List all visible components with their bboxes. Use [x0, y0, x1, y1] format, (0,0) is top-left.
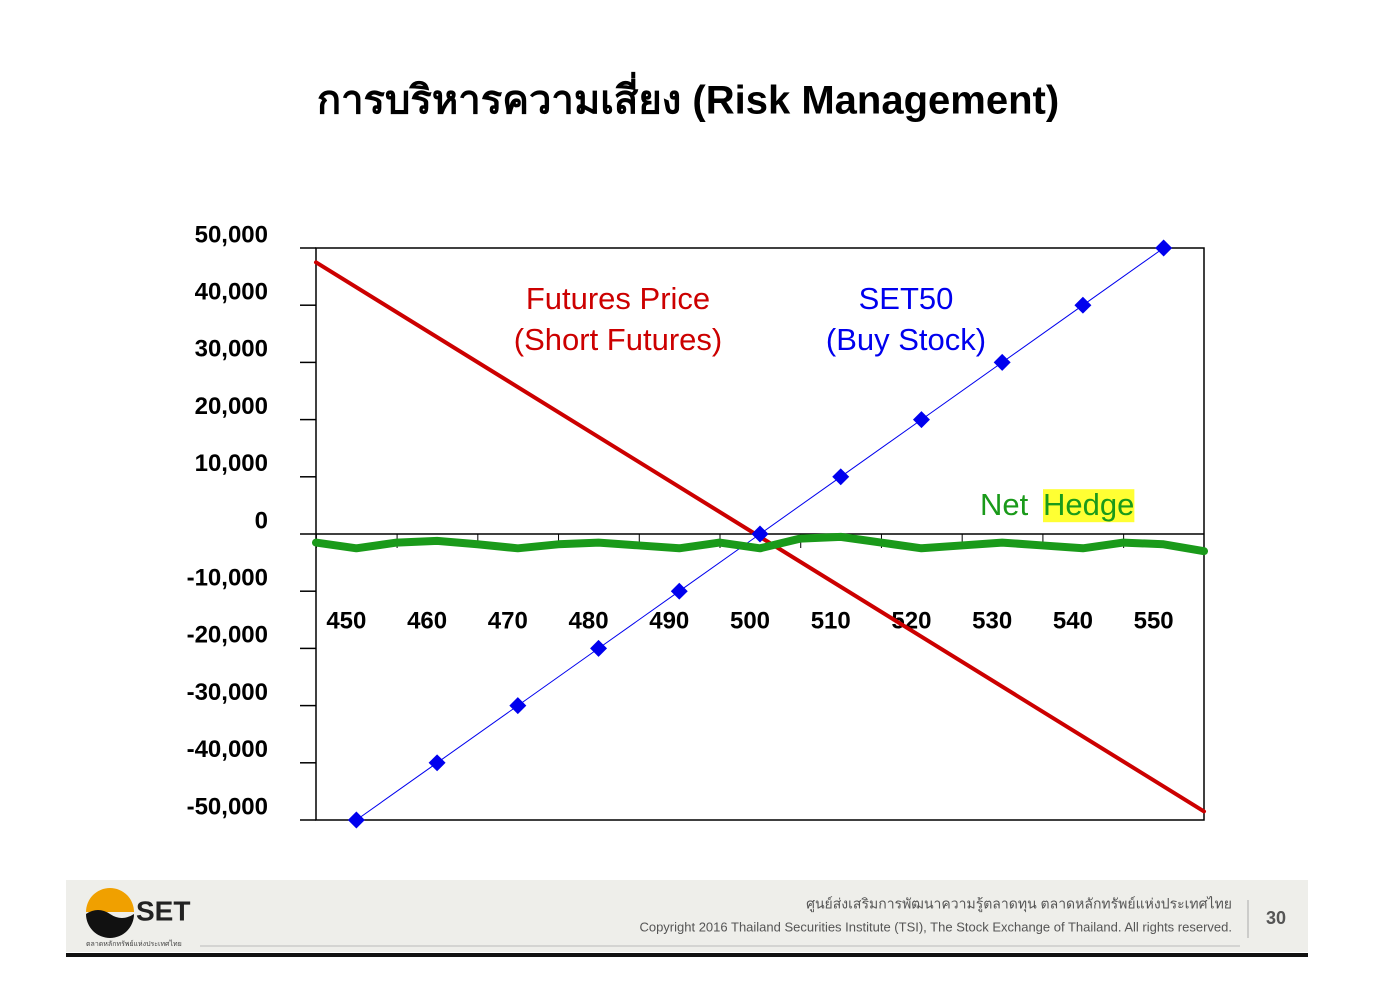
y-tick-label: 50,000: [195, 221, 268, 248]
series-marker: [670, 582, 688, 600]
y-tick-label: -50,000: [187, 793, 268, 820]
y-tick-label: 30,000: [195, 336, 268, 363]
footer-copyright: Copyright 2016 Thailand Securities Insti…: [639, 919, 1232, 934]
x-tick-label: 470: [488, 607, 528, 634]
y-tick-label: 10,000: [195, 450, 268, 477]
x-tick-label: 500: [730, 607, 770, 634]
page-number: 30: [1266, 908, 1286, 928]
x-tick-label: 450: [326, 607, 366, 634]
annotation-text: Hedge: [1043, 487, 1134, 522]
series-marker: [347, 811, 365, 829]
series-marker: [1074, 296, 1092, 314]
y-tick-label: -40,000: [187, 736, 268, 763]
logo-top: [86, 888, 134, 912]
x-tick-label: 550: [1134, 607, 1174, 634]
series-marker: [912, 411, 930, 429]
annotation: Net: [980, 487, 1029, 522]
x-tick-label: 460: [407, 607, 447, 634]
annotation: Futures Price: [526, 281, 710, 316]
series-marker: [751, 525, 769, 543]
series-marker: [509, 697, 527, 715]
series-marker: [1155, 239, 1173, 257]
annotation-text: (Short Futures): [514, 322, 722, 357]
y-tick-label: -20,000: [187, 622, 268, 649]
series-line: [312, 532, 1208, 556]
annotation-text: Net: [980, 487, 1029, 522]
y-tick-label: 20,000: [195, 393, 268, 420]
y-tick-label: -30,000: [187, 679, 268, 706]
y-tick-label: 0: [255, 507, 268, 534]
x-tick-label: 540: [1053, 607, 1093, 634]
annotation: (Buy Stock): [826, 322, 986, 357]
slide-title: การบริหารความเสี่ยง (Risk Management): [317, 72, 1059, 123]
footer-thai: ศูนย์ส่งเสริมการพัฒนาความรู้ตลาดทุน ตลาด…: [806, 896, 1232, 913]
x-tick-label: 490: [649, 607, 689, 634]
y-tick-label: 40,000: [195, 279, 268, 306]
x-tick-label: 530: [972, 607, 1012, 634]
logo-text: SET: [136, 895, 190, 926]
series-marker: [590, 639, 608, 657]
series-marker: [993, 353, 1011, 371]
annotation-text: (Buy Stock): [826, 322, 986, 357]
annotation: (Short Futures): [514, 322, 722, 357]
series-marker: [428, 754, 446, 772]
x-tick-label: 480: [569, 607, 609, 634]
highlight: [1043, 489, 1135, 523]
logo-bottom: [86, 910, 134, 938]
annotation: Hedge: [1043, 487, 1135, 523]
annotation: SET50: [859, 281, 954, 316]
series-marker: [832, 468, 850, 486]
footer-band: [66, 880, 1308, 952]
annotation-text: Futures Price: [526, 281, 710, 316]
y-tick-label: -10,000: [187, 565, 268, 592]
x-tick-label: 510: [811, 607, 851, 634]
footer-rule: [66, 953, 1308, 957]
logo-subtext: ตลาดหลักทรัพย์แห่งประเทศไทย: [86, 939, 182, 948]
annotation-text: SET50: [859, 281, 954, 316]
